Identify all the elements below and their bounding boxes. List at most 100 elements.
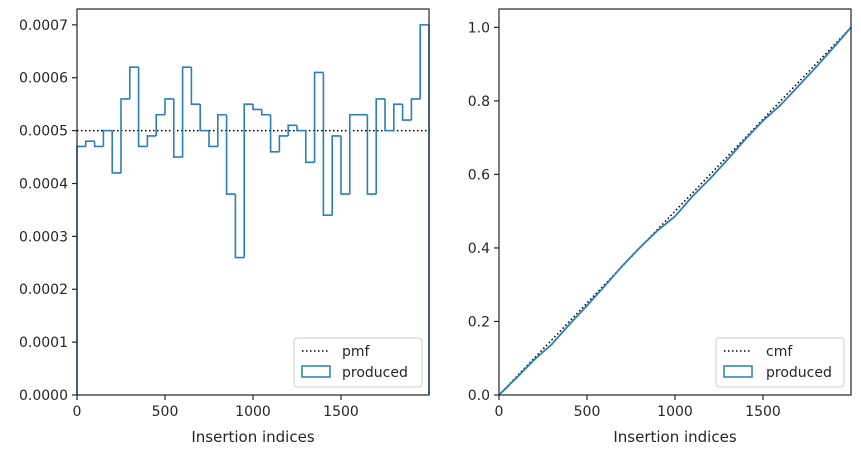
left-produced-bin [401, 104, 412, 121]
left-produced-bin [234, 194, 245, 259]
right-legend-produced-label: produced [766, 365, 832, 381]
left-produced-bin [146, 135, 157, 147]
right-produced-point [568, 323, 571, 326]
left-produced-bin [155, 113, 165, 136]
left-x-tick-label: 1500 [323, 404, 359, 420]
left-produced-bin [137, 67, 148, 148]
right-produced-point [586, 304, 588, 307]
left-produced-bin [225, 114, 236, 195]
left-y-tick-label: 0.0006 [19, 71, 68, 87]
right-legend: cmf produced [715, 337, 845, 388]
left-produced-bin [331, 135, 341, 216]
left-produced-bin [322, 72, 333, 217]
right-produced-point [726, 158, 729, 161]
right-produced-point [744, 138, 747, 141]
left-x-tick-label: 1000 [235, 404, 271, 420]
left-produced-bin [93, 141, 104, 148]
left-produced-bin [269, 114, 280, 153]
right-y-tick-label: 1.0 [468, 20, 490, 36]
left-produced-bin [375, 98, 385, 195]
right-produced-point [603, 285, 606, 288]
left-legend-produced-label: produced [342, 365, 408, 381]
left-produced-bin [366, 114, 377, 195]
right-y-tick-label: 0.6 [468, 167, 490, 183]
left-produced-bin [340, 135, 350, 195]
left-y-tick-label: 0.0000 [19, 388, 68, 404]
left-produced-bin [111, 130, 121, 174]
right-legend-produced-swatch [723, 365, 753, 378]
left-produced-bin [349, 113, 359, 195]
left-produced-bin [305, 130, 315, 164]
left-produced-bin [419, 24, 429, 99]
right-produced-point [762, 119, 764, 122]
left-plot-frame [76, 8, 430, 396]
right-y-tick-label: 0.8 [468, 94, 490, 110]
left-y-axis: 0.0000 0.0001 0.0002 0.0003 0.0004 0.0005 0.00… [19, 18, 77, 404]
right-produced-point [656, 229, 659, 232]
right-produced-point [515, 376, 518, 379]
right-produced-point [832, 46, 835, 49]
left-produced-bin [243, 103, 253, 258]
left-produced-bin [393, 103, 403, 131]
left-produced-bin [410, 98, 421, 121]
right-plot-frame [498, 8, 852, 396]
right-legend-cmf-label: cmf [766, 344, 793, 360]
left-produced-bin [76, 145, 86, 395]
left-produced-bin [102, 129, 113, 147]
left-y-tick-label: 0.0001 [19, 335, 68, 351]
right-x-axis: 0 500 1000 1500 [495, 395, 781, 420]
left-x-tick-label: 500 [152, 404, 179, 420]
left-produced-bin [120, 98, 130, 173]
right-cmf-line [498, 26, 852, 396]
left-y-tick-label: 0.0003 [19, 229, 68, 245]
left-produced-bin [190, 67, 201, 105]
right-produced-point [533, 358, 536, 361]
left-produced-bin [278, 135, 289, 152]
left-produced-bin [252, 104, 262, 111]
left-produced-bin [313, 71, 324, 163]
left-y-tick-label: 0.0007 [19, 18, 68, 34]
right-x-tick-label: 500 [574, 404, 601, 420]
left-produced-bin [164, 98, 174, 115]
right-produced-point [621, 265, 624, 267]
left-y-tick-label: 0.0005 [19, 124, 68, 140]
right-y-tick-label: 0.2 [468, 314, 490, 330]
cmf-chart: 0.0 0.2 0.4 0.6 0.8 1.0 0 500 1000 1500 Insertio… [468, 8, 852, 446]
left-x-axis-label: Insertion indices [191, 428, 314, 446]
left-produced-bin [296, 125, 306, 132]
left-produced-bin [199, 104, 209, 132]
right-x-tick-label: 0 [495, 404, 504, 420]
left-produced-bin [217, 113, 227, 147]
right-produced-point [691, 195, 694, 198]
right-y-tick-label: 0.4 [468, 241, 490, 257]
right-produced-point [550, 343, 553, 346]
left-y-tick-label: 0.0002 [19, 282, 68, 298]
left-produced-bin [173, 98, 183, 158]
left-produced-bin [85, 140, 95, 147]
left-legend: pmf produced [293, 337, 423, 388]
left-produced-bin [287, 124, 297, 136]
right-y-tick-label: 0.0 [468, 388, 490, 404]
right-produced-point [779, 104, 782, 106]
left-produced-bin [261, 109, 271, 116]
right-y-axis: 0.0 0.2 0.4 0.6 0.8 1.0 [468, 20, 499, 404]
left-produced-bin [384, 98, 394, 132]
left-produced-bin [208, 130, 218, 148]
left-y-tick-label: 0.0004 [19, 176, 68, 192]
left-produced-bin [181, 66, 192, 158]
right-produced-point [814, 66, 817, 69]
left-legend-produced-swatch [301, 365, 331, 378]
right-produced-point [638, 246, 641, 249]
right-produced-point [674, 215, 676, 218]
pmf-chart: 0.0000 0.0001 0.0002 0.0003 0.0004 0.0005 0.00… [19, 8, 430, 446]
left-legend-pmf-label: pmf [342, 344, 371, 360]
left-x-axis: 0 500 1000 1500 [73, 395, 359, 420]
right-x-tick-label: 1500 [745, 404, 781, 420]
left-produced-bin [129, 66, 139, 99]
right-x-tick-label: 1000 [657, 404, 693, 420]
left-x-tick-label: 0 [73, 404, 82, 420]
right-produced-point [797, 85, 800, 88]
right-produced-point [709, 177, 712, 180]
right-x-axis-label: Insertion indices [613, 428, 736, 446]
